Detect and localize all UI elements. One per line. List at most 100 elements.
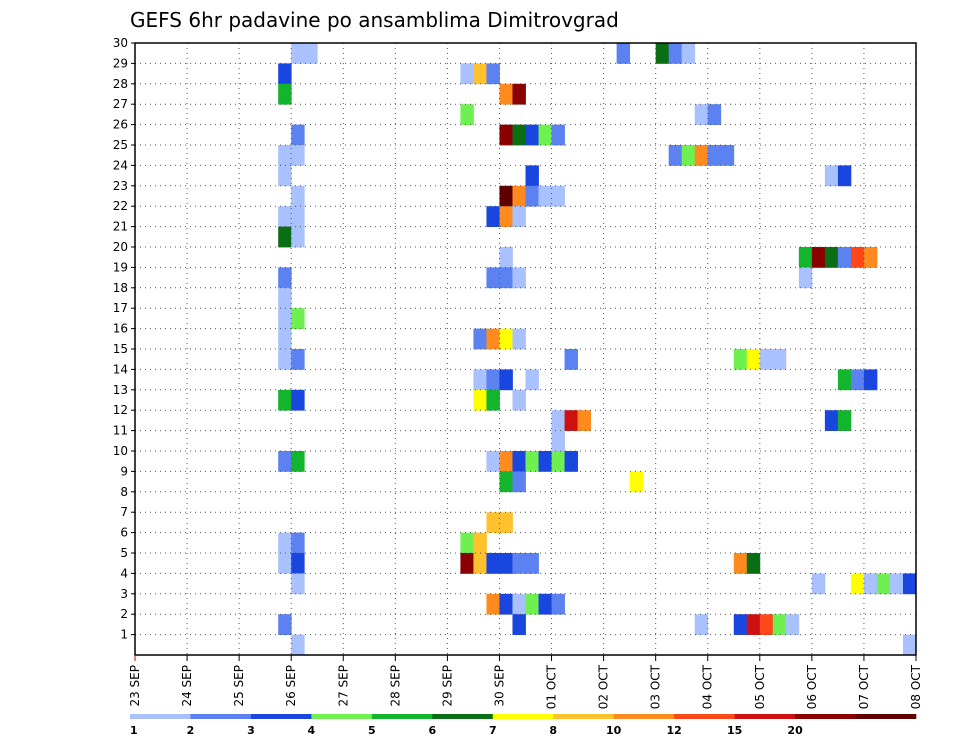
heatmap-cell: [291, 226, 305, 248]
heatmap-cell: [525, 369, 539, 391]
heatmap-cell: [525, 451, 539, 472]
heatmap-cell: [512, 83, 526, 105]
heatmap-cell: [486, 63, 500, 85]
heatmap-cell: [499, 553, 513, 574]
colorbar: 1 2 3 4 5 6 7 8 10 12 15 20: [130, 714, 917, 737]
heatmap-cell: [551, 185, 565, 207]
x-tick-label: 07 OCT: [857, 664, 871, 709]
heatmap-cell: [486, 389, 500, 411]
x-axis-ticks: 23 SEP 24 SEP 25 SEP 26 SEP 27 SEP 28 SEP 29 S…: [128, 655, 923, 709]
heatmap-cell: [291, 206, 305, 227]
colorbar-label: 20: [787, 724, 803, 737]
heatmap-cell: [759, 349, 774, 370]
y-tick-label: 26: [113, 118, 128, 132]
heatmap-cell: [486, 512, 500, 533]
heatmap-cell: [473, 328, 487, 350]
heatmap-cell: [486, 206, 500, 227]
x-tick-label: 04 OCT: [701, 664, 715, 709]
heatmap-cell: [291, 124, 305, 146]
colorbar-label: 7: [489, 724, 497, 737]
y-tick-label: 14: [113, 362, 128, 376]
heatmap-cell: [837, 247, 852, 268]
y-tick-label: 12: [113, 403, 128, 417]
heatmap-cell: [538, 124, 552, 146]
heatmap-cell: [291, 634, 305, 656]
heatmap-cell: [525, 165, 539, 187]
heatmap-cell: [278, 83, 292, 105]
heatmap-cell: [278, 226, 292, 248]
heatmap-cell: [824, 247, 839, 268]
colorbar-label: 2: [187, 724, 195, 737]
heatmap-cell: [499, 185, 513, 207]
heatmap-cell: [746, 349, 761, 370]
heatmap-cell: [811, 573, 826, 595]
heatmap-cell: [278, 267, 292, 289]
heatmap-cell: [837, 410, 852, 431]
heatmap-cell: [850, 247, 865, 268]
heatmap-cell: [629, 471, 644, 493]
y-tick-label: 3: [120, 587, 128, 601]
heatmap-cell: [798, 247, 813, 268]
colorbar-swatch: [371, 714, 433, 719]
heatmap-cell: [863, 247, 878, 268]
heatmap-cell: [824, 410, 839, 431]
heatmap-cell: [850, 573, 865, 595]
heatmap-cell: [733, 553, 748, 574]
heatmap-cell: [486, 593, 500, 615]
heatmap-cell: [863, 573, 878, 595]
heatmap-cell: [837, 165, 852, 187]
heatmap-cell: [512, 124, 526, 146]
x-tick-label: 27 SEP: [336, 665, 350, 707]
heatmap-cell: [499, 267, 513, 289]
heatmap-cell: [499, 451, 513, 472]
heatmap-cell: [551, 410, 565, 431]
heatmap-cell: [278, 206, 292, 227]
heatmap-cell: [499, 206, 513, 227]
heatmap-cell: [538, 451, 552, 472]
heatmap-cell: [291, 532, 305, 554]
heatmap-cell: [499, 124, 513, 146]
y-tick-label: 27: [113, 97, 128, 111]
y-tick-label: 23: [113, 179, 128, 193]
heatmap-cell: [824, 165, 839, 187]
heatmap-cell: [811, 247, 826, 268]
x-tick-label: 03 OCT: [649, 664, 663, 709]
heatmap-cell: [278, 287, 292, 309]
heatmap-cell: [460, 532, 474, 554]
heatmap-cell: [655, 43, 670, 64]
colorbar-label: 3: [247, 724, 255, 737]
heatmap-cell: [486, 369, 500, 391]
heatmap-cell: [668, 43, 683, 64]
heatmap-cell: [486, 451, 500, 472]
heatmap-cell: [850, 369, 865, 391]
heatmap-cell: [473, 532, 487, 554]
colorbar-swatch: [250, 714, 312, 719]
x-tick-label: 05 OCT: [753, 664, 767, 709]
heatmap-cell: [551, 451, 565, 472]
heatmap-cell: [473, 369, 487, 391]
heatmap-cell: [512, 553, 526, 574]
heatmap-cell: [291, 43, 305, 64]
heatmap-cell: [291, 145, 305, 166]
y-tick-label: 19: [113, 260, 128, 274]
heatmap-cell: [473, 553, 487, 574]
x-tick-label: 24 SEP: [180, 665, 194, 707]
y-tick-label: 9: [120, 464, 128, 478]
x-tick-label: 26 SEP: [284, 665, 298, 707]
y-tick-label: 25: [113, 138, 128, 152]
heatmap-cell: [499, 328, 513, 350]
heatmap-cell: [538, 593, 552, 615]
y-tick-label: 28: [113, 77, 128, 91]
x-tick-label: 06 OCT: [805, 664, 819, 709]
heatmap-cell: [499, 512, 513, 533]
grid-lines: [135, 43, 916, 655]
y-tick-label: 10: [113, 444, 128, 458]
heatmap-cell: [746, 553, 761, 574]
heatmap-cell: [772, 614, 787, 635]
heatmap-cell: [499, 593, 513, 615]
heatmap-cell: [278, 451, 292, 472]
y-tick-label: 21: [113, 220, 128, 234]
heatmap-cell: [291, 553, 305, 574]
y-tick-label: 17: [113, 301, 128, 315]
